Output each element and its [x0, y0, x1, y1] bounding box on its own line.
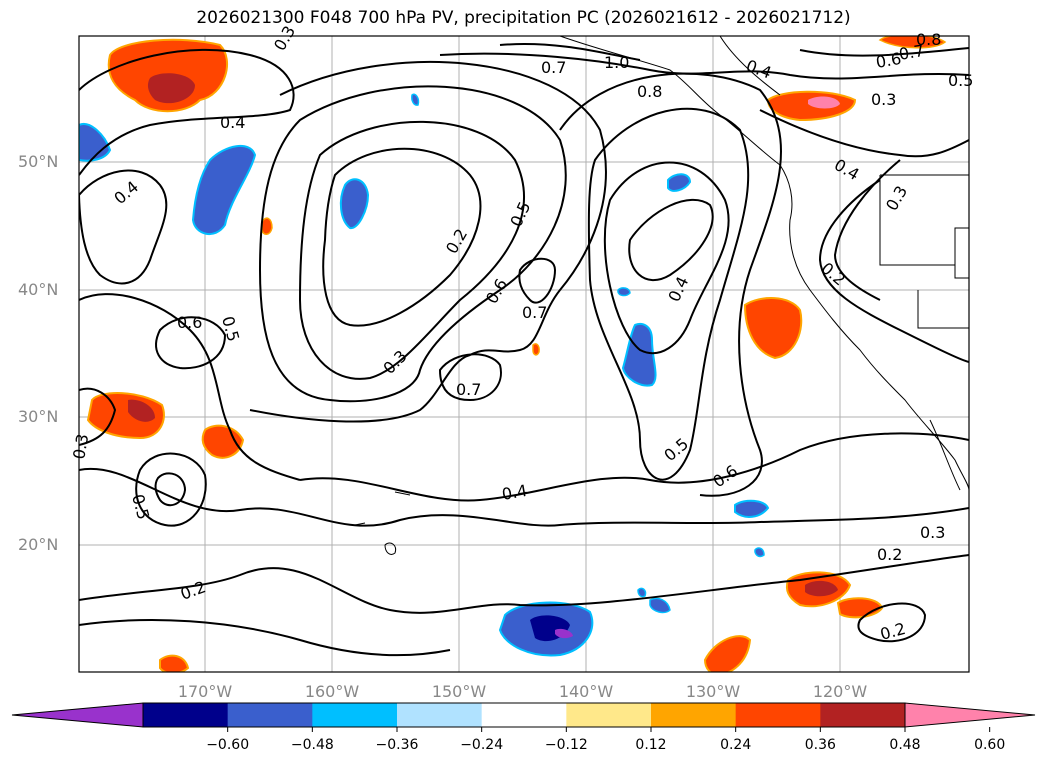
- colorbar-tick-label: −0.60: [206, 737, 250, 753]
- colorbar-swatch: [312, 703, 398, 727]
- contour-label: 0.5: [948, 71, 973, 90]
- colorbar-swatch: [481, 703, 567, 727]
- map-title: 2026021300 F048 700 hPa PV, precipitatio…: [196, 8, 851, 28]
- colorbar: [11, 702, 1036, 732]
- lon-label: 170°W: [177, 682, 233, 701]
- colorbar-tick-label: 0.48: [889, 737, 921, 753]
- contour-label: 0.7: [541, 58, 566, 77]
- colorbar-tick-label: −0.48: [290, 737, 334, 753]
- contour-label: 0.3: [69, 432, 92, 460]
- contour-label: 0.8: [637, 82, 662, 101]
- lon-label: 150°W: [431, 682, 487, 701]
- lat-label: 30°N: [18, 407, 59, 426]
- colorbar-swatch: [651, 703, 737, 727]
- colorbar-tick-label: −0.36: [375, 737, 419, 753]
- lon-label: 130°W: [685, 682, 741, 701]
- colorbar-swatch: [397, 703, 483, 727]
- colorbar-tick-label: 0.12: [635, 737, 667, 753]
- contour-label: 0.7: [897, 41, 925, 64]
- lon-label: 140°W: [558, 682, 614, 701]
- pv-contours: [79, 43, 969, 657]
- lat-label: 20°N: [18, 535, 59, 554]
- lat-label: 50°N: [18, 152, 59, 171]
- colorbar-swatch: [735, 703, 821, 727]
- colorbar-tick-label: 0.24: [720, 737, 752, 753]
- plot-frame: [78, 35, 970, 673]
- colorbar-swatch: [566, 703, 652, 727]
- colorbar-extend-max: [904, 702, 1036, 728]
- contour-label: 0.3: [871, 90, 896, 109]
- precip-shading: [79, 36, 947, 672]
- lon-label: 160°W: [304, 682, 360, 701]
- contour-label: 0.4: [500, 481, 528, 504]
- colorbar-frame: [142, 702, 906, 728]
- contour-label: 0.3: [920, 523, 945, 542]
- contour-label: 1.0: [604, 53, 629, 72]
- colorbar-extend-min: [11, 702, 144, 728]
- contour-label: 0.6: [874, 49, 902, 72]
- contour-label: 0.2: [877, 545, 902, 564]
- lat-label: 40°N: [18, 280, 59, 299]
- contour-label: 0.7: [456, 380, 481, 399]
- colorbar-tick-label: −0.12: [544, 737, 588, 753]
- contour-label: 0.8: [916, 30, 941, 49]
- lon-label: 120°W: [812, 682, 868, 701]
- contour-label: 0.6: [177, 313, 202, 332]
- colorbar-swatch: [820, 703, 906, 727]
- coastlines: [354, 36, 969, 555]
- plot-area: [79, 36, 969, 672]
- colorbar-tick-label: 0.36: [804, 737, 836, 753]
- colorbar-tick-label: −0.24: [460, 737, 504, 753]
- contour-label: 0.7: [522, 303, 547, 322]
- contour-label: 0.4: [220, 113, 245, 132]
- colorbar-tick-label: 0.60: [974, 737, 1006, 753]
- colorbar-swatch: [227, 703, 313, 727]
- colorbar-swatch: [143, 703, 229, 727]
